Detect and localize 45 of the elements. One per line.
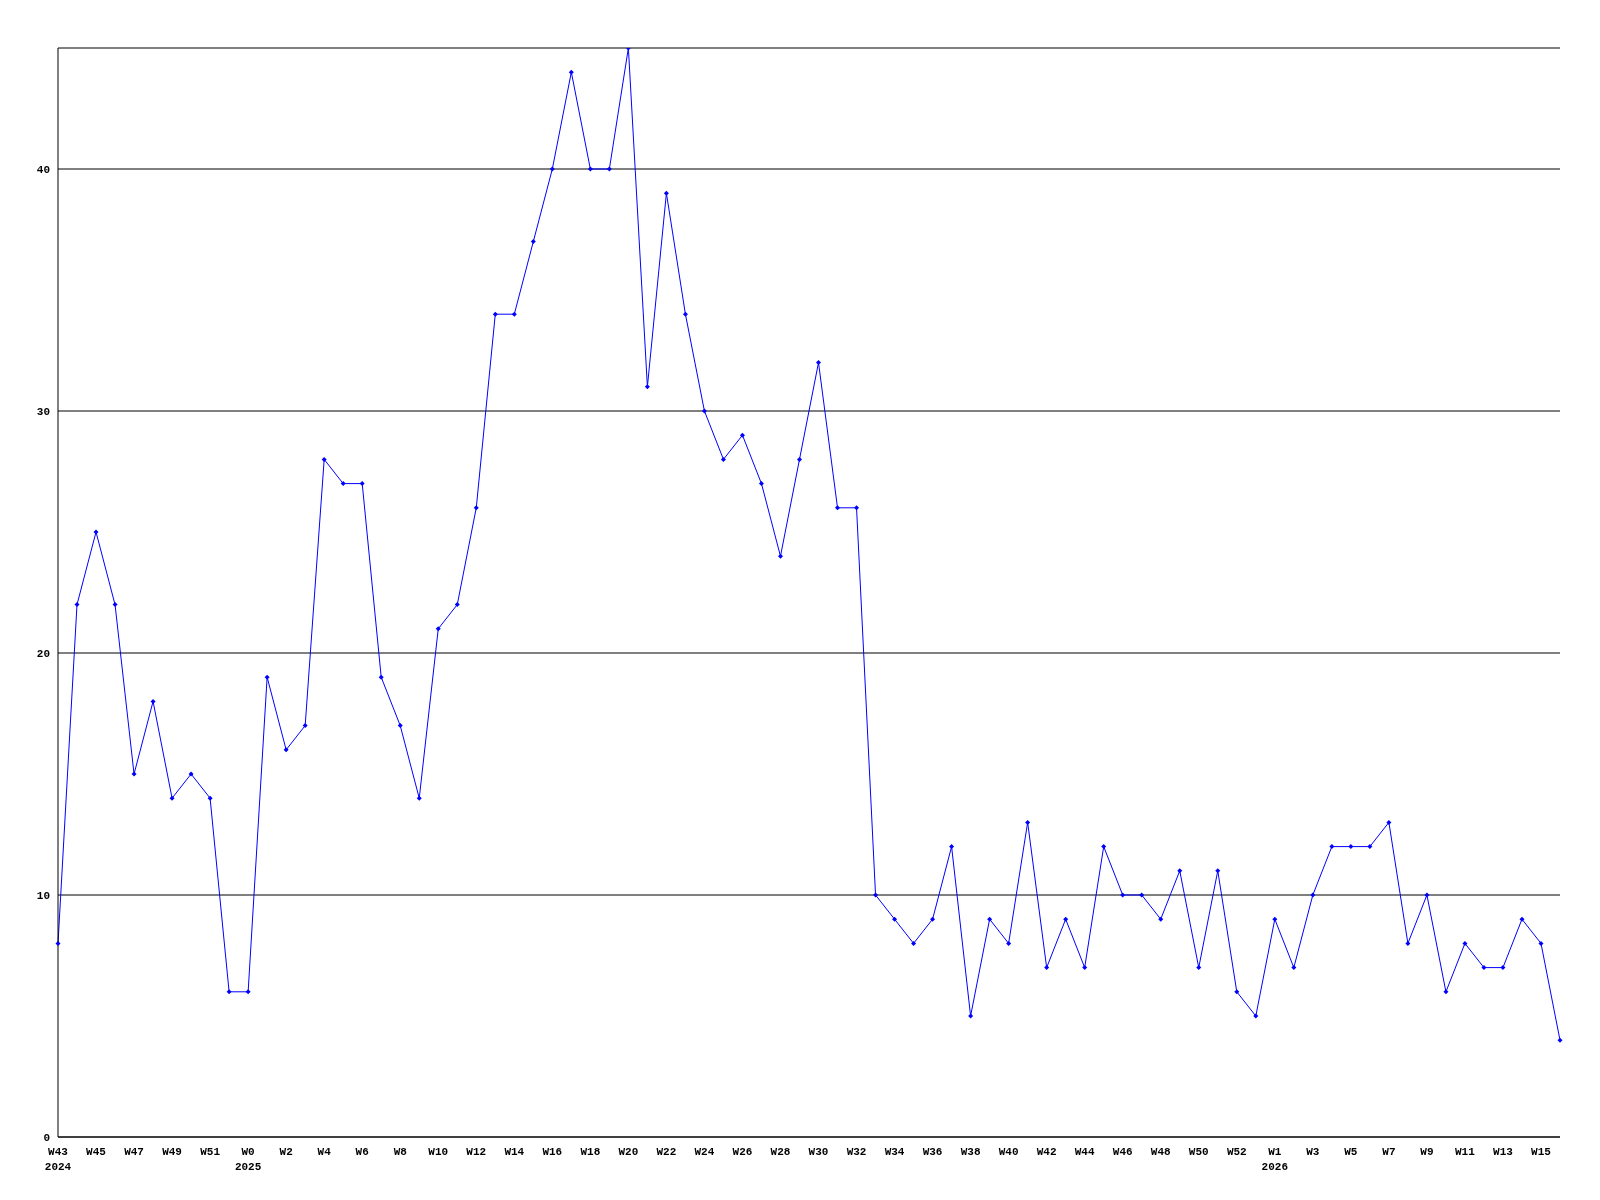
x-tick-label: W24 (694, 1146, 715, 1158)
x-tick-label: W9 (1420, 1146, 1434, 1158)
y-tick-label: 20 (36, 647, 50, 660)
x-tick-label: W46 (1112, 1146, 1133, 1158)
x-tick-label: W40 (998, 1146, 1019, 1158)
x-tick-label: W16 (542, 1146, 563, 1158)
x-tick-label: W5 (1344, 1146, 1358, 1158)
x-tick-label: W34 (884, 1146, 905, 1158)
x-tick-label: W12 (466, 1146, 487, 1158)
x-tick-label: W28 (770, 1146, 791, 1158)
x-tick-label: W42 (1036, 1146, 1057, 1158)
x-tick-label: W10 (428, 1146, 449, 1158)
x-tick-label: W36 (922, 1146, 943, 1158)
x-tick-label: W7 (1382, 1146, 1396, 1158)
x-tick-label: W1 2026 (1261, 1146, 1289, 1173)
x-tick-label: W43 2024 (44, 1146, 72, 1173)
x-tick-label: W6 (355, 1146, 369, 1158)
x-tick-label: W3 (1306, 1146, 1320, 1158)
y-tick-label: 30 (36, 405, 50, 418)
x-tick-label: W22 (656, 1146, 677, 1158)
x-tick-label: W8 (393, 1146, 408, 1158)
x-tick-label: W47 (124, 1146, 144, 1158)
x-tick-label: W0 2025 (234, 1146, 262, 1173)
x-tick-label: W15 (1531, 1146, 1552, 1158)
x-tick-label: W20 (618, 1146, 639, 1158)
x-tick-label: W32 (846, 1146, 867, 1158)
y-tick-label: 10 (36, 889, 50, 902)
x-tick-label: W11 (1455, 1146, 1476, 1158)
x-tick-label: W44 (1074, 1146, 1095, 1158)
x-tick-label: W18 (580, 1146, 601, 1158)
y-tick-label: 0 (43, 1131, 50, 1144)
x-tick-label: W4 (317, 1146, 332, 1158)
x-tick-label: W2 (279, 1146, 293, 1158)
x-tick-label: W14 (504, 1146, 525, 1158)
x-tick-label: W48 (1150, 1146, 1172, 1158)
x-tick-label: W26 (732, 1146, 753, 1158)
x-tick-label: W50 (1188, 1146, 1209, 1158)
x-tick-label: W49 (162, 1146, 182, 1158)
y-tick-label: 40 (36, 163, 50, 176)
x-tick-label: W38 (960, 1146, 981, 1158)
x-tick-label: W13 (1493, 1146, 1514, 1158)
x-tick-label: W30 (808, 1146, 829, 1158)
x-tick-label: W45 (86, 1146, 107, 1158)
x-tick-label: W52 (1226, 1146, 1247, 1158)
x-tick-label: W51 (200, 1146, 221, 1158)
